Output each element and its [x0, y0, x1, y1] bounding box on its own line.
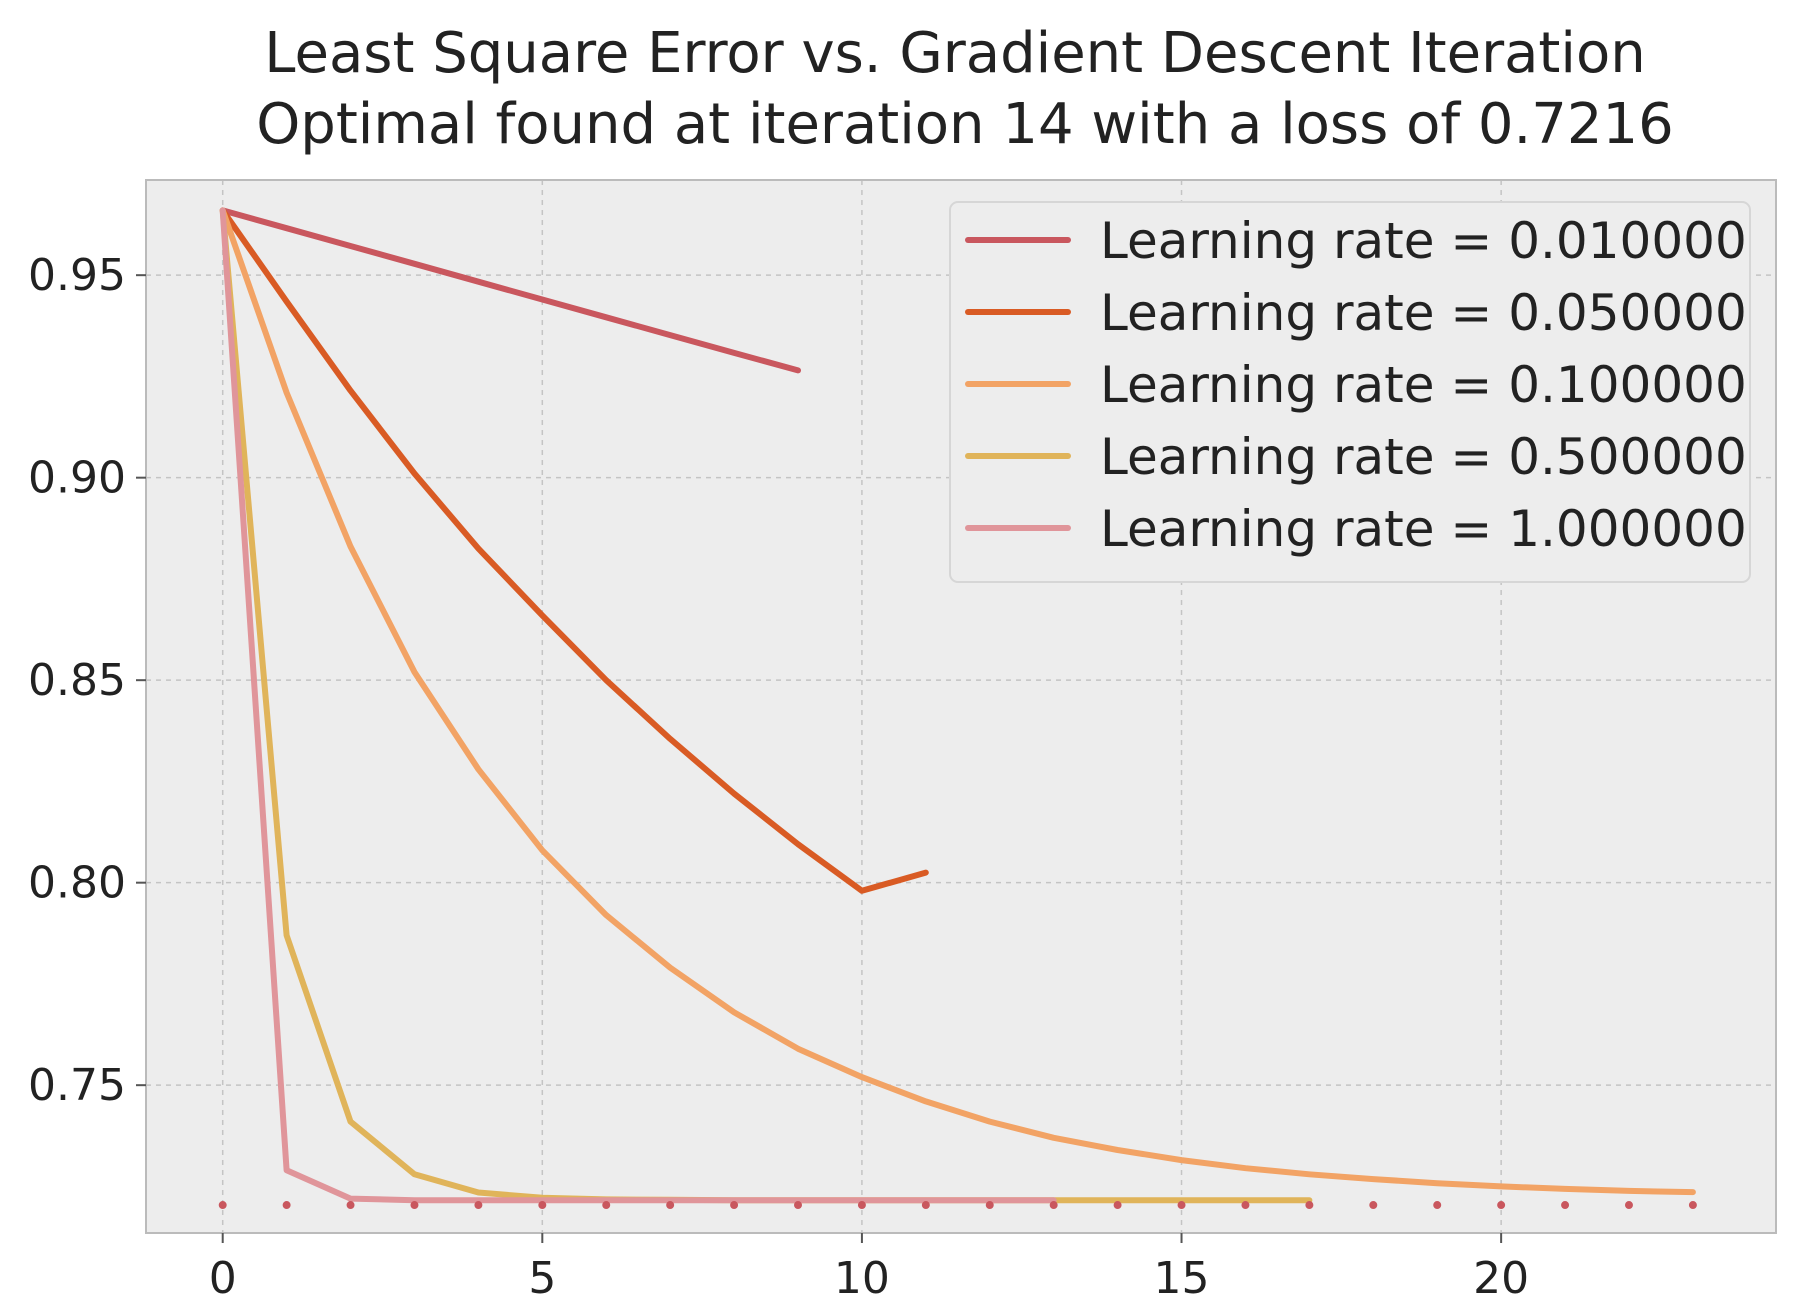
marker-point	[794, 1201, 802, 1210]
legend-label: Learning rate = 0.050000	[1100, 284, 1747, 342]
y-axis: 0.75 0.80 0.85 0.90 0.95	[28, 250, 146, 1111]
marker-point	[538, 1201, 547, 1210]
marker-point	[1113, 1201, 1122, 1210]
marker-point	[1497, 1201, 1506, 1210]
y-tick-label: 0.95	[28, 250, 126, 301]
x-tick-label: 5	[528, 1253, 556, 1304]
marker-point	[1688, 1201, 1697, 1210]
marker-point	[1433, 1201, 1442, 1210]
x-tick-label: 0	[209, 1253, 237, 1304]
legend: Learning rate = 0.010000 Learning rate = …	[949, 201, 1751, 583]
marker-point	[282, 1201, 291, 1210]
chart-subtitle: Optimal found at iteration 14 with a los…	[256, 92, 1674, 157]
marker-point	[1049, 1201, 1058, 1210]
y-tick-label: 0.75	[28, 1060, 126, 1111]
legend-label: Learning rate = 1.000000	[1100, 500, 1747, 558]
y-tick-label: 0.85	[28, 655, 126, 706]
series-line-2	[219, 207, 929, 894]
marker-point	[921, 1201, 930, 1210]
x-axis: 0 5 10 15 20	[209, 1233, 1529, 1304]
legend-label: Learning rate = 0.500000	[1100, 428, 1747, 486]
marker-point	[218, 1201, 227, 1210]
legend-label: Learning rate = 0.010000	[1100, 212, 1747, 270]
marker-point	[474, 1201, 483, 1210]
marker-point	[730, 1201, 739, 1210]
y-tick-label: 0.90	[28, 453, 126, 504]
series-line-3	[219, 207, 1696, 1196]
marker-point	[1241, 1201, 1250, 1210]
chart-title: Least Square Error vs. Gradient Descent …	[264, 21, 1645, 86]
y-tick-label: 0.80	[28, 858, 126, 909]
marker-point	[1305, 1201, 1314, 1210]
marker-point	[666, 1201, 675, 1210]
series-group	[219, 207, 1696, 1204]
marker-group	[218, 1201, 1697, 1210]
marker-point	[985, 1201, 994, 1210]
legend-label: Learning rate = 0.100000	[1100, 356, 1747, 414]
marker-point	[602, 1201, 611, 1210]
marker-point	[1177, 1201, 1186, 1210]
marker-point	[1561, 1201, 1570, 1210]
x-tick-label: 20	[1473, 1253, 1529, 1304]
legend-box	[949, 201, 1751, 583]
x-tick-label: 15	[1154, 1253, 1210, 1304]
marker-point	[1624, 1201, 1633, 1210]
marker-point	[346, 1201, 355, 1210]
marker-point	[1369, 1201, 1378, 1210]
series-line-5	[219, 207, 1057, 1204]
marker-point	[410, 1201, 419, 1210]
series-line-1	[219, 207, 801, 374]
marker-point	[857, 1201, 866, 1210]
x-tick-label: 10	[834, 1253, 890, 1304]
plot-frame	[145, 179, 1777, 1234]
